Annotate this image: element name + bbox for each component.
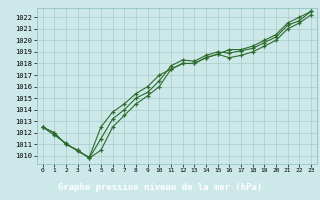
Text: Graphe pression niveau de la mer (hPa): Graphe pression niveau de la mer (hPa) — [58, 182, 262, 192]
